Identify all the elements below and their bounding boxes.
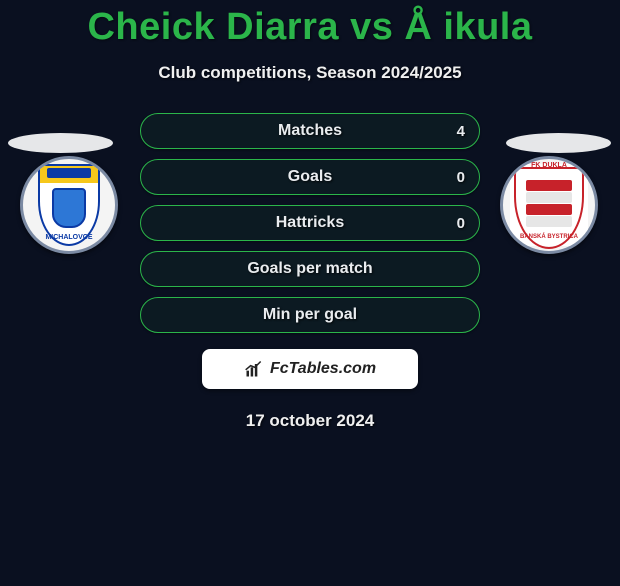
team2-crest-circle: FK DUKLA BANSKÁ BYSTRICA bbox=[500, 156, 598, 254]
stats-table: Matches 4 Goals 0 Hattricks 0 Goals per … bbox=[140, 113, 480, 333]
footer-date: 17 october 2024 bbox=[0, 411, 620, 431]
chart-icon bbox=[244, 359, 264, 379]
subtitle: Club competitions, Season 2024/2025 bbox=[0, 63, 620, 83]
stat-label: Min per goal bbox=[141, 306, 479, 324]
stat-label: Goals bbox=[141, 168, 479, 186]
player2-name: Å ikula bbox=[404, 6, 532, 48]
player1-silhouette bbox=[8, 133, 113, 153]
team2-badge: FK DUKLA BANSKÁ BYSTRICA bbox=[500, 156, 598, 296]
team2-crest-icon: FK DUKLA BANSKÁ BYSTRICA bbox=[510, 164, 588, 246]
stat-right-value: 0 bbox=[457, 215, 465, 232]
team1-crest-caption: MICHALOVCE bbox=[40, 234, 98, 241]
stat-row-goals: Goals 0 bbox=[140, 159, 480, 195]
team2-crest-bottom: BANSKÁ BYSTRICA bbox=[510, 234, 588, 240]
stat-row-mpg: Min per goal bbox=[140, 297, 480, 333]
player1-name: Cheick Diarra bbox=[87, 6, 339, 48]
player2-silhouette bbox=[506, 133, 611, 153]
stat-right-value: 0 bbox=[457, 169, 465, 186]
stat-label: Goals per match bbox=[141, 260, 479, 278]
vs-text: vs bbox=[350, 6, 393, 48]
team1-crest-circle: MICHALOVCE bbox=[20, 156, 118, 254]
team1-badge: MICHALOVCE bbox=[20, 156, 118, 296]
comparison-card: Cheick Diarra vs Å ikula Club competitio… bbox=[0, 6, 620, 431]
page-title: Cheick Diarra vs Å ikula bbox=[0, 6, 620, 49]
stat-label: Hattricks bbox=[141, 214, 479, 232]
team1-crest-icon: MICHALOVCE bbox=[38, 164, 100, 246]
stat-label: Matches bbox=[141, 122, 479, 140]
stat-row-matches: Matches 4 bbox=[140, 113, 480, 149]
stat-row-hattricks: Hattricks 0 bbox=[140, 205, 480, 241]
stat-row-gpm: Goals per match bbox=[140, 251, 480, 287]
stat-right-value: 4 bbox=[457, 123, 465, 140]
branding-text: FcTables.com bbox=[270, 360, 376, 378]
branding-pill[interactable]: FcTables.com bbox=[202, 349, 418, 389]
team2-crest-top: FK DUKLA bbox=[514, 162, 584, 169]
